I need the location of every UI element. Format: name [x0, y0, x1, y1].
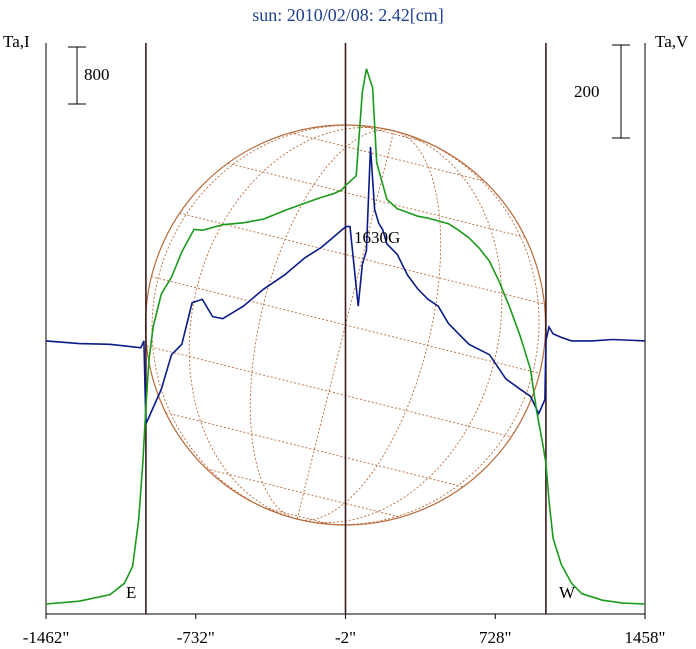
scale-bar-right: 200 — [574, 44, 630, 139]
limb-label-west: W — [559, 583, 576, 602]
x-tick-labels: -1462" -732" -2" 728" 1458" — [23, 614, 666, 647]
latitude-line — [146, 345, 512, 438]
left-axis-label: Ta,I — [3, 32, 30, 51]
longitude-line — [249, 129, 394, 520]
right-axis-label: Ta,V — [655, 32, 689, 51]
scale-left-label: 800 — [84, 65, 110, 84]
latitude-line — [206, 468, 401, 518]
x-tick-label: -732" — [177, 628, 215, 647]
x-tick-label: -1462" — [23, 628, 70, 647]
annotation-1630g: 1630G — [354, 228, 400, 247]
latitude-line — [263, 507, 332, 525]
series-ta-i — [45, 68, 646, 605]
limb-label-east: E — [126, 583, 136, 602]
longitude-line — [151, 124, 394, 520]
latitude-line — [359, 125, 428, 143]
longitude-line — [297, 130, 540, 526]
latitude-line — [179, 212, 545, 305]
latitude-line — [165, 412, 464, 488]
x-tick-label: -2" — [335, 628, 356, 647]
longitude-line — [297, 130, 503, 523]
x-tick-label: 1458" — [625, 628, 666, 647]
longitude-line — [297, 130, 442, 521]
vertical-markers — [145, 43, 547, 614]
longitude-line — [188, 127, 394, 520]
series-ta-v — [45, 146, 646, 425]
chart-title: sun: 2010/02/08: 2.42[cm] — [252, 5, 444, 25]
scale-right-label: 200 — [574, 82, 600, 101]
scale-bar-left: 800 — [68, 46, 110, 105]
x-tick-label: 728" — [479, 628, 511, 647]
